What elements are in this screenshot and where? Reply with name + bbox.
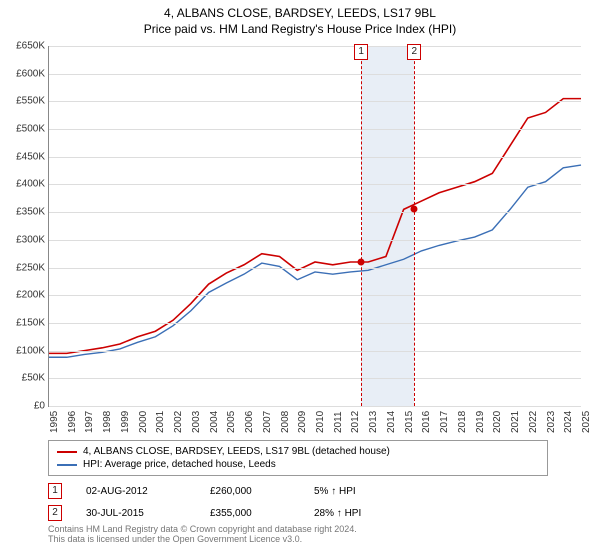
sales-row: 2 30-JUL-2015 £355,000 28% ↑ HPI bbox=[48, 502, 394, 524]
sale-price: £260,000 bbox=[210, 486, 290, 497]
sale-date: 30-JUL-2015 bbox=[86, 508, 186, 519]
chart-container: 4, ALBANS CLOSE, BARDSEY, LEEDS, LS17 9B… bbox=[0, 0, 600, 560]
chart-title: 4, ALBANS CLOSE, BARDSEY, LEEDS, LS17 9B… bbox=[0, 0, 600, 20]
sale-price: £355,000 bbox=[210, 508, 290, 519]
legend-row: 4, ALBANS CLOSE, BARDSEY, LEEDS, LS17 9B… bbox=[57, 445, 539, 458]
sales-table: 1 02-AUG-2012 £260,000 5% ↑ HPI 2 30-JUL… bbox=[48, 480, 394, 524]
chart-plot-area: £0£50K£100K£150K£200K£250K£300K£350K£400… bbox=[48, 46, 581, 407]
marker-badge: 2 bbox=[48, 505, 62, 521]
legend: 4, ALBANS CLOSE, BARDSEY, LEEDS, LS17 9B… bbox=[48, 440, 548, 476]
sales-row: 1 02-AUG-2012 £260,000 5% ↑ HPI bbox=[48, 480, 394, 502]
legend-row: HPI: Average price, detached house, Leed… bbox=[57, 458, 539, 471]
footer-line2: This data is licensed under the Open Gov… bbox=[48, 534, 357, 544]
legend-label: 4, ALBANS CLOSE, BARDSEY, LEEDS, LS17 9B… bbox=[83, 446, 390, 457]
chart-subtitle: Price paid vs. HM Land Registry's House … bbox=[0, 20, 600, 36]
marker-badge: 1 bbox=[48, 483, 62, 499]
footer: Contains HM Land Registry data © Crown c… bbox=[48, 524, 357, 544]
legend-swatch bbox=[57, 451, 77, 453]
footer-line1: Contains HM Land Registry data © Crown c… bbox=[48, 524, 357, 534]
legend-label: HPI: Average price, detached house, Leed… bbox=[83, 459, 276, 470]
sale-pct: 5% ↑ HPI bbox=[314, 486, 394, 497]
sale-date: 02-AUG-2012 bbox=[86, 486, 186, 497]
sale-pct: 28% ↑ HPI bbox=[314, 508, 394, 519]
chart-lines-svg bbox=[49, 46, 581, 406]
legend-swatch bbox=[57, 464, 77, 466]
